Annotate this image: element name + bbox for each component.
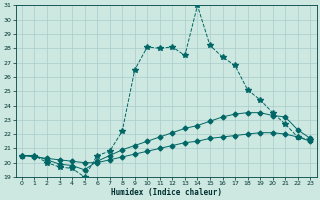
X-axis label: Humidex (Indice chaleur): Humidex (Indice chaleur): [111, 188, 221, 197]
